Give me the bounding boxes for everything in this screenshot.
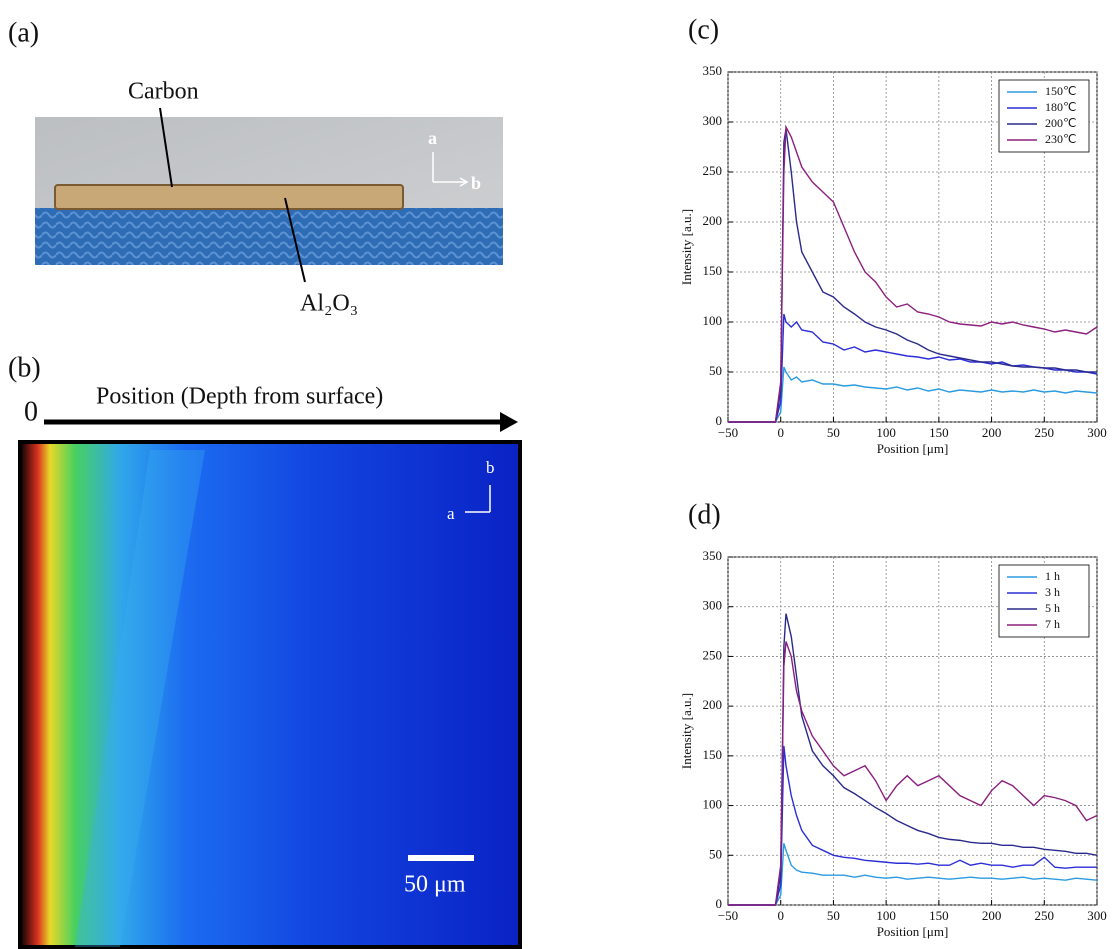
x-tick-label: 50: [827, 908, 840, 923]
data-line: [728, 128, 1097, 423]
panel-label: (a): [8, 17, 39, 48]
y-tick-label: 300: [703, 598, 723, 613]
x-tick-label: 300: [1087, 425, 1107, 440]
x-tick-label: 50: [827, 425, 840, 440]
y-tick-label: 200: [703, 697, 723, 712]
annotation: Carbon: [128, 79, 199, 105]
legend-label: 5 h: [1045, 601, 1060, 615]
scale-label: 50 μm: [404, 872, 466, 898]
y-tick-label: 100: [703, 313, 723, 328]
x-tick-label: 0: [777, 425, 784, 440]
y-tick-label: 0: [716, 413, 723, 428]
axis-label: a: [428, 128, 437, 148]
y-tick-label: 150: [703, 747, 723, 762]
x-tick-label: 250: [1035, 908, 1055, 923]
y-tick-label: 100: [703, 797, 723, 812]
y-tick-label: 200: [703, 213, 723, 228]
legend-label: 3 h: [1045, 585, 1060, 599]
legend-label: 180℃: [1045, 100, 1076, 114]
legend-box: [998, 564, 1090, 638]
x-tick-label: 150: [929, 908, 949, 923]
y-tick-label: 150: [703, 263, 723, 278]
x-tick-label: −50: [718, 425, 738, 440]
x-tick-label: 200: [982, 908, 1002, 923]
y-tick-label: 250: [703, 647, 723, 662]
legend-label: 1 h: [1045, 569, 1060, 583]
scale-bar: [408, 855, 474, 861]
data-line: [728, 843, 1098, 906]
y-tick-label: 350: [703, 63, 723, 78]
y-tick-label: 50: [709, 846, 722, 861]
panel-label: (b): [8, 352, 41, 383]
y-axis-label: Intensity [a.u.]: [679, 693, 694, 769]
x-tick-label: 250: [1035, 425, 1055, 440]
panel-label: (c): [688, 14, 719, 45]
y-tick-label: 0: [716, 896, 723, 911]
y-axis-label: Intensity [a.u.]: [679, 209, 694, 285]
x-tick-label: −50: [718, 908, 738, 923]
data-line: [728, 745, 1097, 906]
x-tick-label: 100: [876, 908, 896, 923]
x-tick-label: 0: [777, 908, 784, 923]
axis-title: Position (Depth from surface): [96, 384, 383, 410]
axis-label: b: [471, 173, 481, 193]
x-tick-label: 150: [929, 425, 949, 440]
legend-label: 7 h: [1045, 617, 1060, 631]
axis-label: b: [486, 458, 495, 477]
legend-label: 230℃: [1045, 132, 1076, 146]
data-line: [728, 613, 1098, 906]
arrow-head: [459, 177, 469, 187]
x-tick-label: 300: [1087, 908, 1107, 923]
annotation: Al₂O₃: [300, 291, 358, 317]
y-tick-label: 50: [709, 363, 722, 378]
origin-label: 0: [24, 396, 38, 427]
x-axis-label: Position [μm]: [877, 441, 949, 456]
data-line: [728, 641, 1098, 906]
legend-label: 200℃: [1045, 116, 1076, 130]
legend-label: 150℃: [1045, 84, 1076, 98]
x-axis-label: Position [μm]: [877, 924, 949, 939]
photo-fabric: [35, 208, 503, 265]
x-tick-label: 200: [982, 425, 1002, 440]
y-tick-label: 300: [703, 113, 723, 128]
arrow-head: [500, 412, 518, 432]
y-tick-label: 350: [703, 548, 723, 563]
pointer: [284, 197, 306, 283]
data-line: [728, 124, 1098, 423]
data-line: [728, 366, 1098, 423]
x-tick-label: 100: [876, 425, 896, 440]
y-tick-label: 250: [703, 163, 723, 178]
sample-bar: [54, 184, 404, 210]
axis-label: a: [447, 504, 455, 523]
intensity-map: [18, 440, 522, 949]
map-streak: [75, 450, 205, 947]
pointer: [159, 107, 173, 188]
panel-label: (d): [688, 499, 721, 530]
